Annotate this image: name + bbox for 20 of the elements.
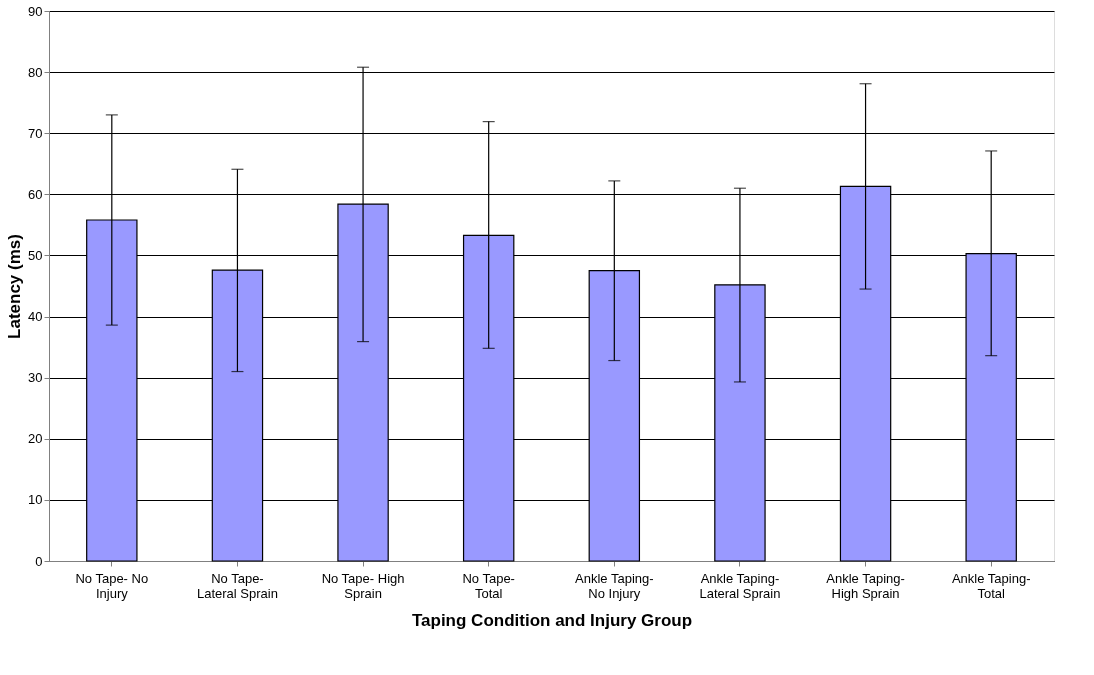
x-tick-label: No Tape- Total [462,570,515,601]
x-tick-label: Ankle Taping- Total [951,570,1031,601]
x-axis-title: Taping Condition and Injury Group [411,610,693,630]
x-tick-label: No Tape- No Injury [75,570,149,601]
x-tick-label: No Tape- High Sprain [321,570,405,601]
y-tick-label: 80 [28,64,43,80]
y-tick-label: 90 [28,3,43,19]
y-tick-label: 70 [28,125,43,141]
y-tick-label: 10 [28,492,43,508]
x-tick-label: Ankle Taping- Lateral Sprain [699,570,781,601]
y-tick-label: 60 [28,186,43,202]
y-tick-label: 0 [35,553,43,569]
y-tick-label: 40 [28,309,43,325]
y-tick-label: 20 [28,431,43,447]
x-tick-label: Ankle Taping- No Injury [575,570,654,601]
y-tick-label: 30 [28,370,43,386]
x-tick-label: No Tape- Lateral Sprain [196,570,278,601]
y-tick-label: 50 [28,247,43,263]
x-tick-label: Ankle Taping- High Sprain [826,570,905,601]
y-axis-title: Latency (ms) [5,234,25,339]
